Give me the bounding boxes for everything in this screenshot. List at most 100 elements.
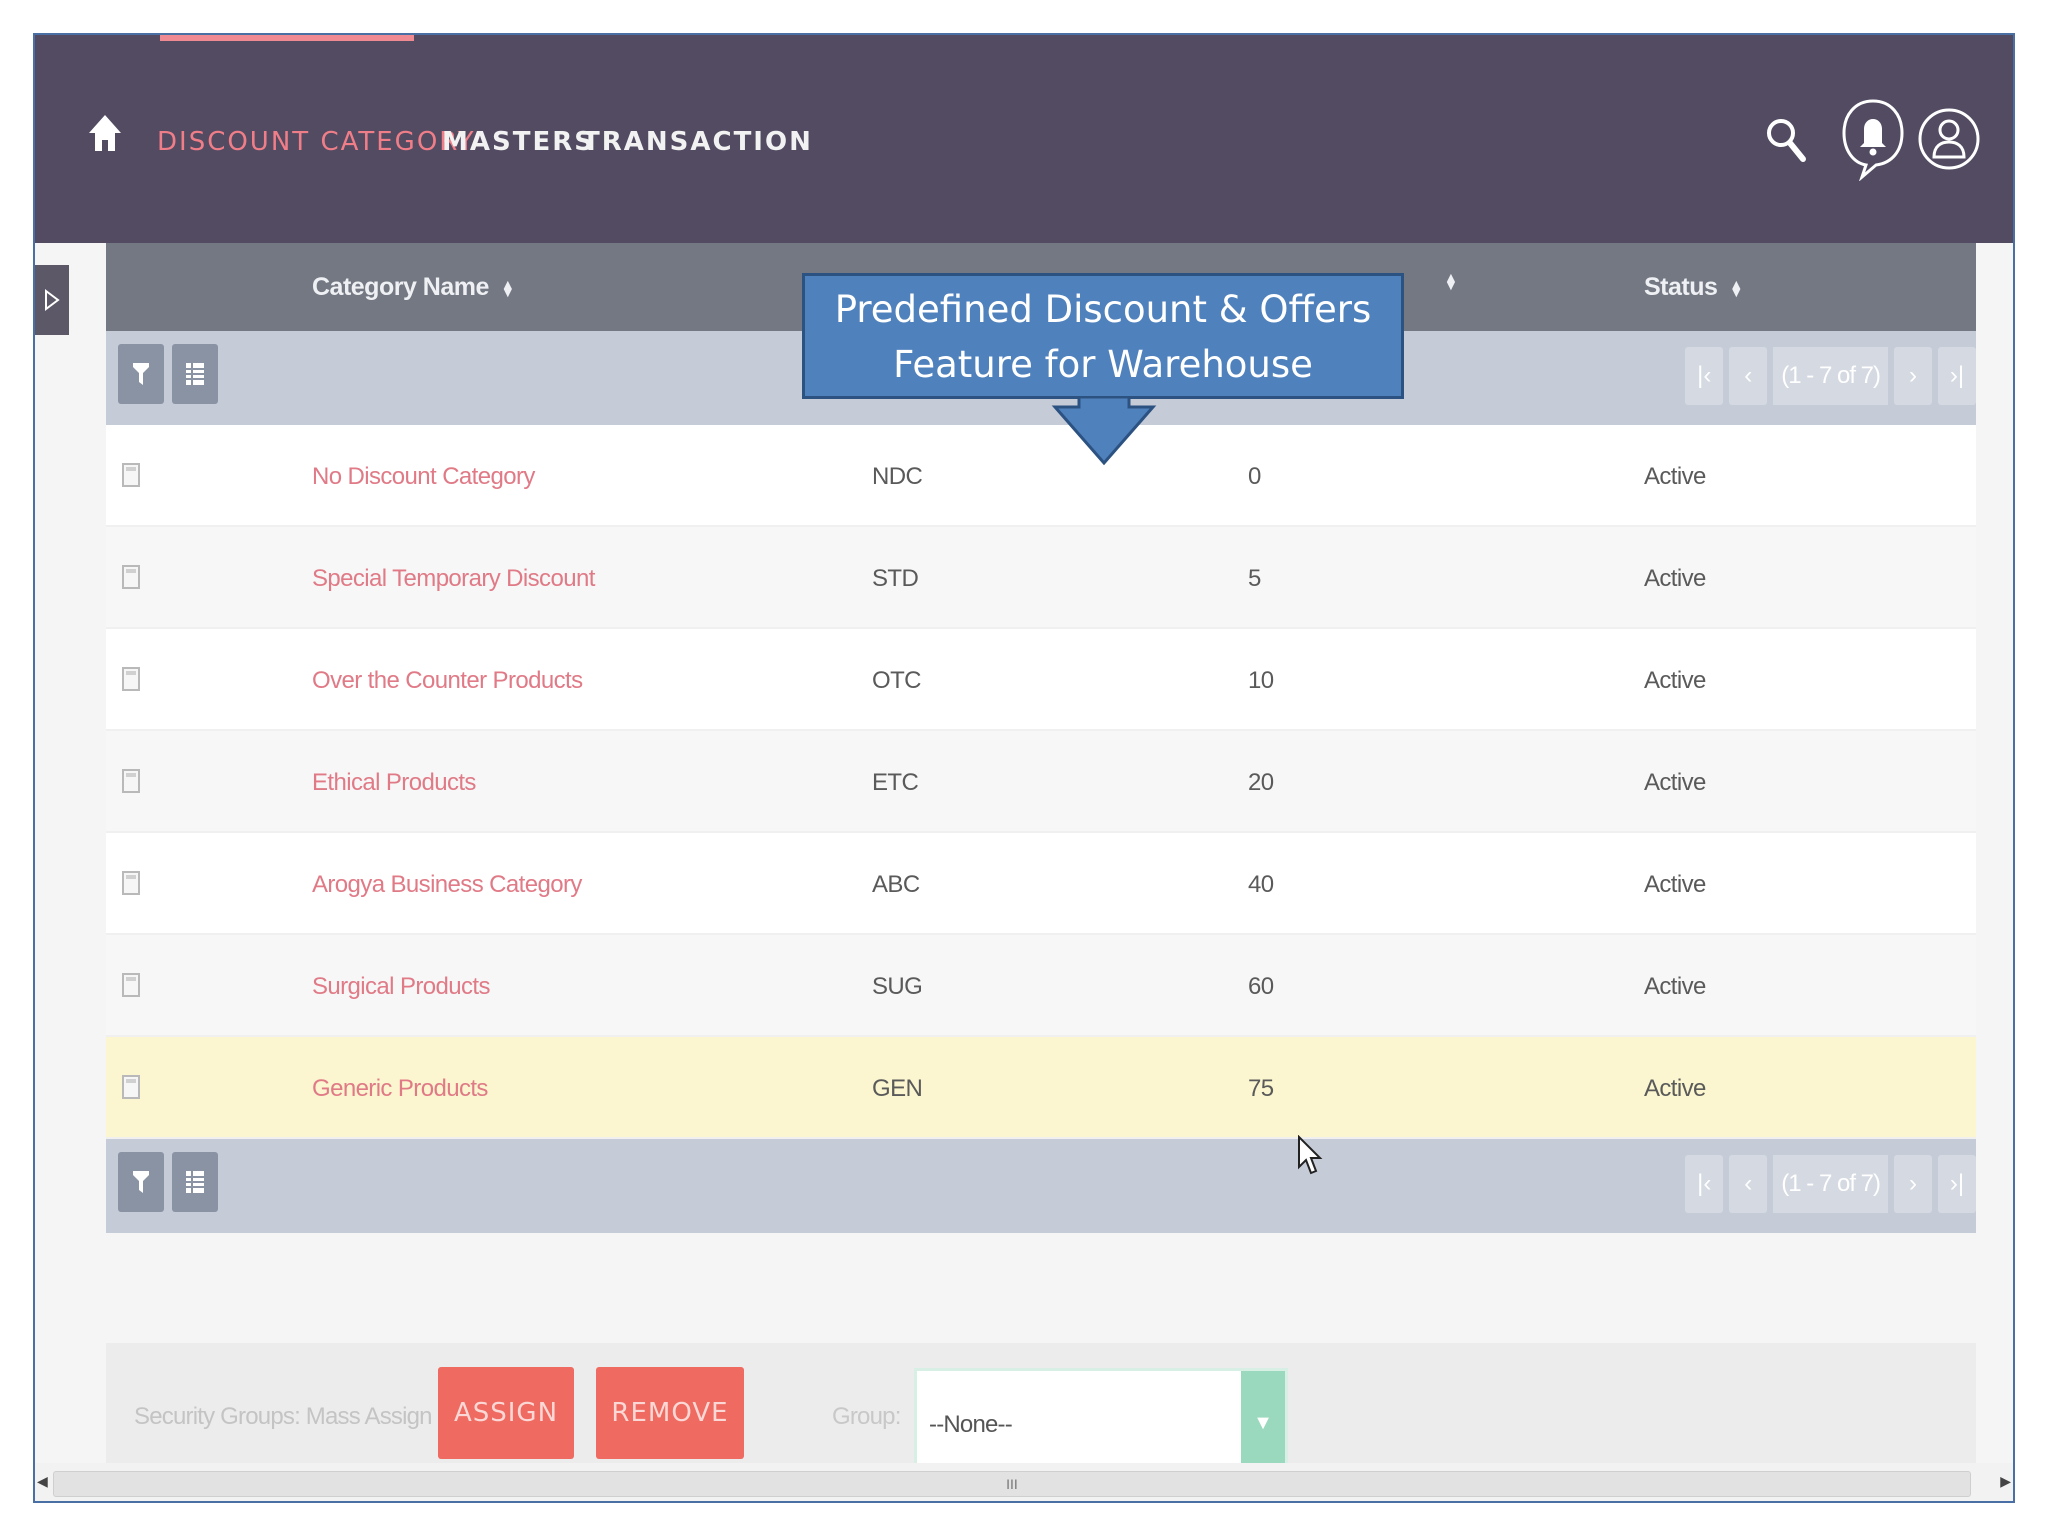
table-row[interactable]: Surgical Products SUG 60 Active bbox=[106, 935, 1976, 1037]
chevron-down-icon[interactable]: ▼ bbox=[1241, 1371, 1285, 1475]
filter-icon bbox=[133, 363, 149, 385]
status-value: Active bbox=[1644, 565, 1706, 592]
remove-button[interactable]: REMOVE bbox=[596, 1367, 744, 1459]
sort-icon[interactable]: ▲ ▼ bbox=[1729, 276, 1743, 301]
category-name-link[interactable]: Over the Counter Products bbox=[312, 667, 583, 694]
table-row[interactable]: Over the Counter Products OTC 10 Active bbox=[106, 629, 1976, 731]
category-name-link[interactable]: Surgical Products bbox=[312, 973, 490, 1000]
category-code: NDC bbox=[872, 463, 923, 490]
table-body: No Discount Category NDC 0 Active Specia… bbox=[106, 425, 1976, 1139]
discount-value: 5 bbox=[1248, 565, 1261, 592]
filter-button[interactable] bbox=[118, 1152, 164, 1212]
row-checkbox[interactable] bbox=[122, 667, 140, 691]
search-icon[interactable] bbox=[1763, 113, 1811, 169]
column-chooser-button[interactable] bbox=[172, 344, 218, 404]
mouse-cursor-icon bbox=[1298, 1135, 1323, 1175]
user-icon[interactable] bbox=[1916, 97, 1982, 181]
status-value: Active bbox=[1644, 1075, 1706, 1102]
top-nav-bar: DISCOUNT CATEGORY MASTERS TRANSACTION bbox=[35, 35, 2013, 243]
category-name-link[interactable]: Special Temporary Discount bbox=[312, 565, 595, 592]
table-row[interactable]: No Discount Category NDC 0 Active bbox=[106, 425, 1976, 527]
row-checkbox[interactable] bbox=[122, 565, 140, 589]
row-checkbox[interactable] bbox=[122, 463, 140, 487]
group-select[interactable]: --None-- ▼ bbox=[914, 1368, 1288, 1478]
nav-transaction[interactable]: TRANSACTION bbox=[582, 127, 813, 157]
category-code: GEN bbox=[872, 1075, 923, 1102]
mass-assign-label: Security Groups: Mass Assign bbox=[134, 1403, 433, 1430]
callout-line-1: Predefined Discount & Offers bbox=[834, 288, 1372, 331]
page-info: (1 - 7 of 7) bbox=[1773, 347, 1888, 405]
callout-line-2: Feature for Warehouse bbox=[893, 343, 1313, 386]
status-value: Active bbox=[1644, 769, 1706, 796]
filter-button[interactable] bbox=[118, 344, 164, 404]
sidebar-toggle-button[interactable] bbox=[35, 265, 69, 335]
first-page-button[interactable]: |‹ bbox=[1685, 1155, 1724, 1213]
discount-value: 10 bbox=[1248, 667, 1274, 694]
row-checkbox[interactable] bbox=[122, 973, 140, 997]
list-icon bbox=[186, 1171, 204, 1193]
app-window: DISCOUNT CATEGORY MASTERS TRANSACTION Ca… bbox=[33, 33, 2015, 1503]
category-code: OTC bbox=[872, 667, 921, 694]
next-page-button[interactable]: › bbox=[1894, 347, 1932, 405]
sort-icon[interactable]: ▲ ▼ bbox=[1444, 269, 1458, 293]
category-name-link[interactable]: Generic Products bbox=[312, 1075, 488, 1102]
column-header-status[interactable]: Status ▲ ▼ bbox=[1644, 273, 1743, 302]
discount-value: 20 bbox=[1248, 769, 1274, 796]
next-page-button[interactable]: › bbox=[1894, 1155, 1932, 1213]
last-page-button[interactable]: ›| bbox=[1938, 1155, 1976, 1213]
nav-discount-category[interactable]: DISCOUNT CATEGORY bbox=[157, 127, 476, 157]
scrollbar-grip: III bbox=[1006, 1476, 1018, 1492]
last-page-button[interactable]: ›| bbox=[1938, 347, 1976, 405]
table-row[interactable]: Arogya Business Category ABC 40 Active bbox=[106, 833, 1976, 935]
bell-icon[interactable] bbox=[1840, 97, 1906, 181]
column-header-category-name[interactable]: Category Name ▲ ▼ bbox=[312, 273, 515, 302]
discount-value: 0 bbox=[1248, 463, 1261, 490]
sort-icon[interactable]: ▲ ▼ bbox=[500, 276, 515, 301]
callout-arrow-icon bbox=[1051, 397, 1157, 466]
column-header-label: Category Name bbox=[312, 273, 489, 301]
horizontal-scrollbar[interactable]: ◀ III ▶ bbox=[35, 1463, 2013, 1501]
category-code: STD bbox=[872, 565, 919, 592]
list-icon bbox=[186, 363, 204, 385]
column-header-label: Status bbox=[1644, 273, 1718, 301]
table-row[interactable]: Special Temporary Discount STD 5 Active bbox=[106, 527, 1976, 629]
category-code: SUG bbox=[872, 973, 923, 1000]
category-code: ETC bbox=[872, 769, 919, 796]
page-info: (1 - 7 of 7) bbox=[1773, 1155, 1888, 1213]
row-checkbox[interactable] bbox=[122, 1075, 140, 1099]
prev-page-button[interactable]: ‹ bbox=[1729, 347, 1768, 405]
scrollbar-thumb[interactable]: III bbox=[53, 1471, 1971, 1497]
category-name-link[interactable]: Arogya Business Category bbox=[312, 871, 582, 898]
active-tab-indicator bbox=[160, 35, 414, 41]
status-value: Active bbox=[1644, 871, 1706, 898]
pagination: |‹ ‹ (1 - 7 of 7) › ›| bbox=[1685, 1155, 1976, 1213]
status-value: Active bbox=[1644, 667, 1706, 694]
row-checkbox[interactable] bbox=[122, 769, 140, 793]
category-code: ABC bbox=[872, 871, 920, 898]
group-label: Group: bbox=[832, 1403, 901, 1430]
column-chooser-button[interactable] bbox=[172, 1152, 218, 1212]
table-row[interactable]: Generic Products GEN 75 Active bbox=[106, 1037, 1976, 1139]
group-select-value: --None-- bbox=[929, 1411, 1013, 1438]
category-name-link[interactable]: Ethical Products bbox=[312, 769, 476, 796]
table-row[interactable]: Ethical Products ETC 20 Active bbox=[106, 731, 1976, 833]
prev-page-button[interactable]: ‹ bbox=[1729, 1155, 1768, 1213]
scroll-left-icon[interactable]: ◀ bbox=[37, 1473, 48, 1489]
category-name-link[interactable]: No Discount Category bbox=[312, 463, 535, 490]
nav-masters[interactable]: MASTERS bbox=[442, 127, 595, 157]
status-value: Active bbox=[1644, 973, 1706, 1000]
scroll-right-icon[interactable]: ▶ bbox=[2000, 1473, 2011, 1489]
table-toolbar-bottom: |‹ ‹ (1 - 7 of 7) › ›| bbox=[106, 1139, 1976, 1233]
first-page-button[interactable]: |‹ bbox=[1685, 347, 1724, 405]
home-icon[interactable] bbox=[87, 113, 123, 153]
discount-value: 75 bbox=[1248, 1075, 1274, 1102]
chevron-right-icon bbox=[45, 289, 60, 311]
filter-icon bbox=[133, 1171, 149, 1193]
pagination: |‹ ‹ (1 - 7 of 7) › ›| bbox=[1685, 347, 1976, 405]
feature-callout: Predefined Discount & Offers Feature for… bbox=[802, 273, 1404, 399]
discount-value: 40 bbox=[1248, 871, 1274, 898]
assign-button[interactable]: ASSIGN bbox=[438, 1367, 574, 1459]
discount-value: 60 bbox=[1248, 973, 1274, 1000]
status-value: Active bbox=[1644, 463, 1706, 490]
row-checkbox[interactable] bbox=[122, 871, 140, 895]
